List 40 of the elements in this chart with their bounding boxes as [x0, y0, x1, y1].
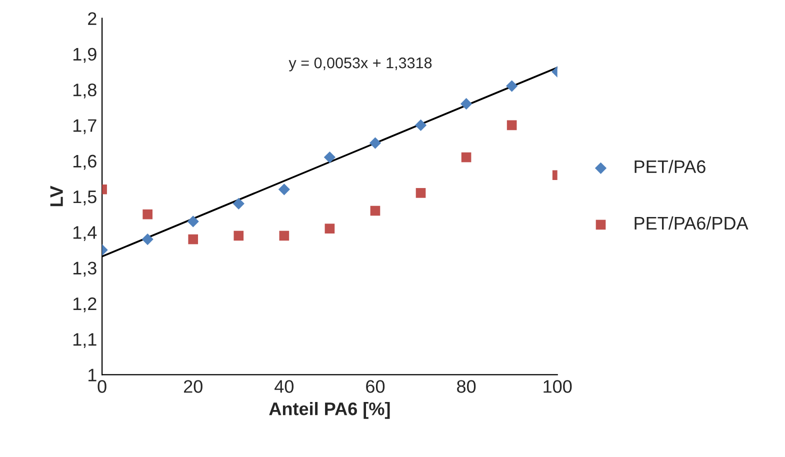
point: [324, 151, 336, 164]
point: [188, 234, 198, 244]
legend-label: PET/PA6/PDA: [634, 216, 748, 230]
x-tick-label: 80: [457, 380, 476, 393]
y-tick-label: 1,6: [73, 154, 96, 170]
point: [416, 188, 426, 198]
point: [324, 224, 335, 234]
point: [234, 230, 244, 241]
y-tick-label: 1,2: [73, 297, 96, 312]
point: [142, 209, 152, 220]
y-tick-label: 1: [88, 368, 96, 382]
y-tick-label: 1,3: [73, 262, 96, 277]
x-tick-label: 20: [184, 380, 202, 393]
x-tick-label: 100: [544, 380, 572, 393]
x-tick-label: 40: [274, 380, 294, 393]
point: [506, 120, 517, 130]
point: [142, 233, 154, 246]
point: [369, 137, 382, 149]
y-tick-label: 1,4: [73, 226, 97, 242]
y-tick-label: 1,9: [73, 48, 96, 63]
y-tick-label: 1,5: [73, 190, 96, 206]
x-axis-title: Anteil PA6 [%]: [269, 402, 390, 419]
y-tick-label: 1,7: [73, 119, 96, 134]
point: [187, 216, 199, 228]
point: [278, 184, 290, 196]
x-tick-label: 60: [366, 380, 385, 393]
x-tick-label: 0: [98, 380, 106, 393]
y-tick-label: 1,1: [73, 333, 96, 348]
annotation: y = 0,0053x + 1,3318: [288, 58, 432, 72]
point: [232, 198, 244, 210]
point: [506, 80, 518, 92]
point: [414, 119, 427, 132]
point: [460, 98, 472, 110]
point: [461, 152, 472, 162]
legend-label: PET/PA6: [634, 160, 706, 174]
y-tick-label: 2: [88, 12, 96, 25]
y-axis-title: LV: [50, 186, 63, 206]
y-tick-label: 1,8: [73, 84, 96, 98]
point: [279, 230, 290, 241]
point: [370, 206, 380, 216]
